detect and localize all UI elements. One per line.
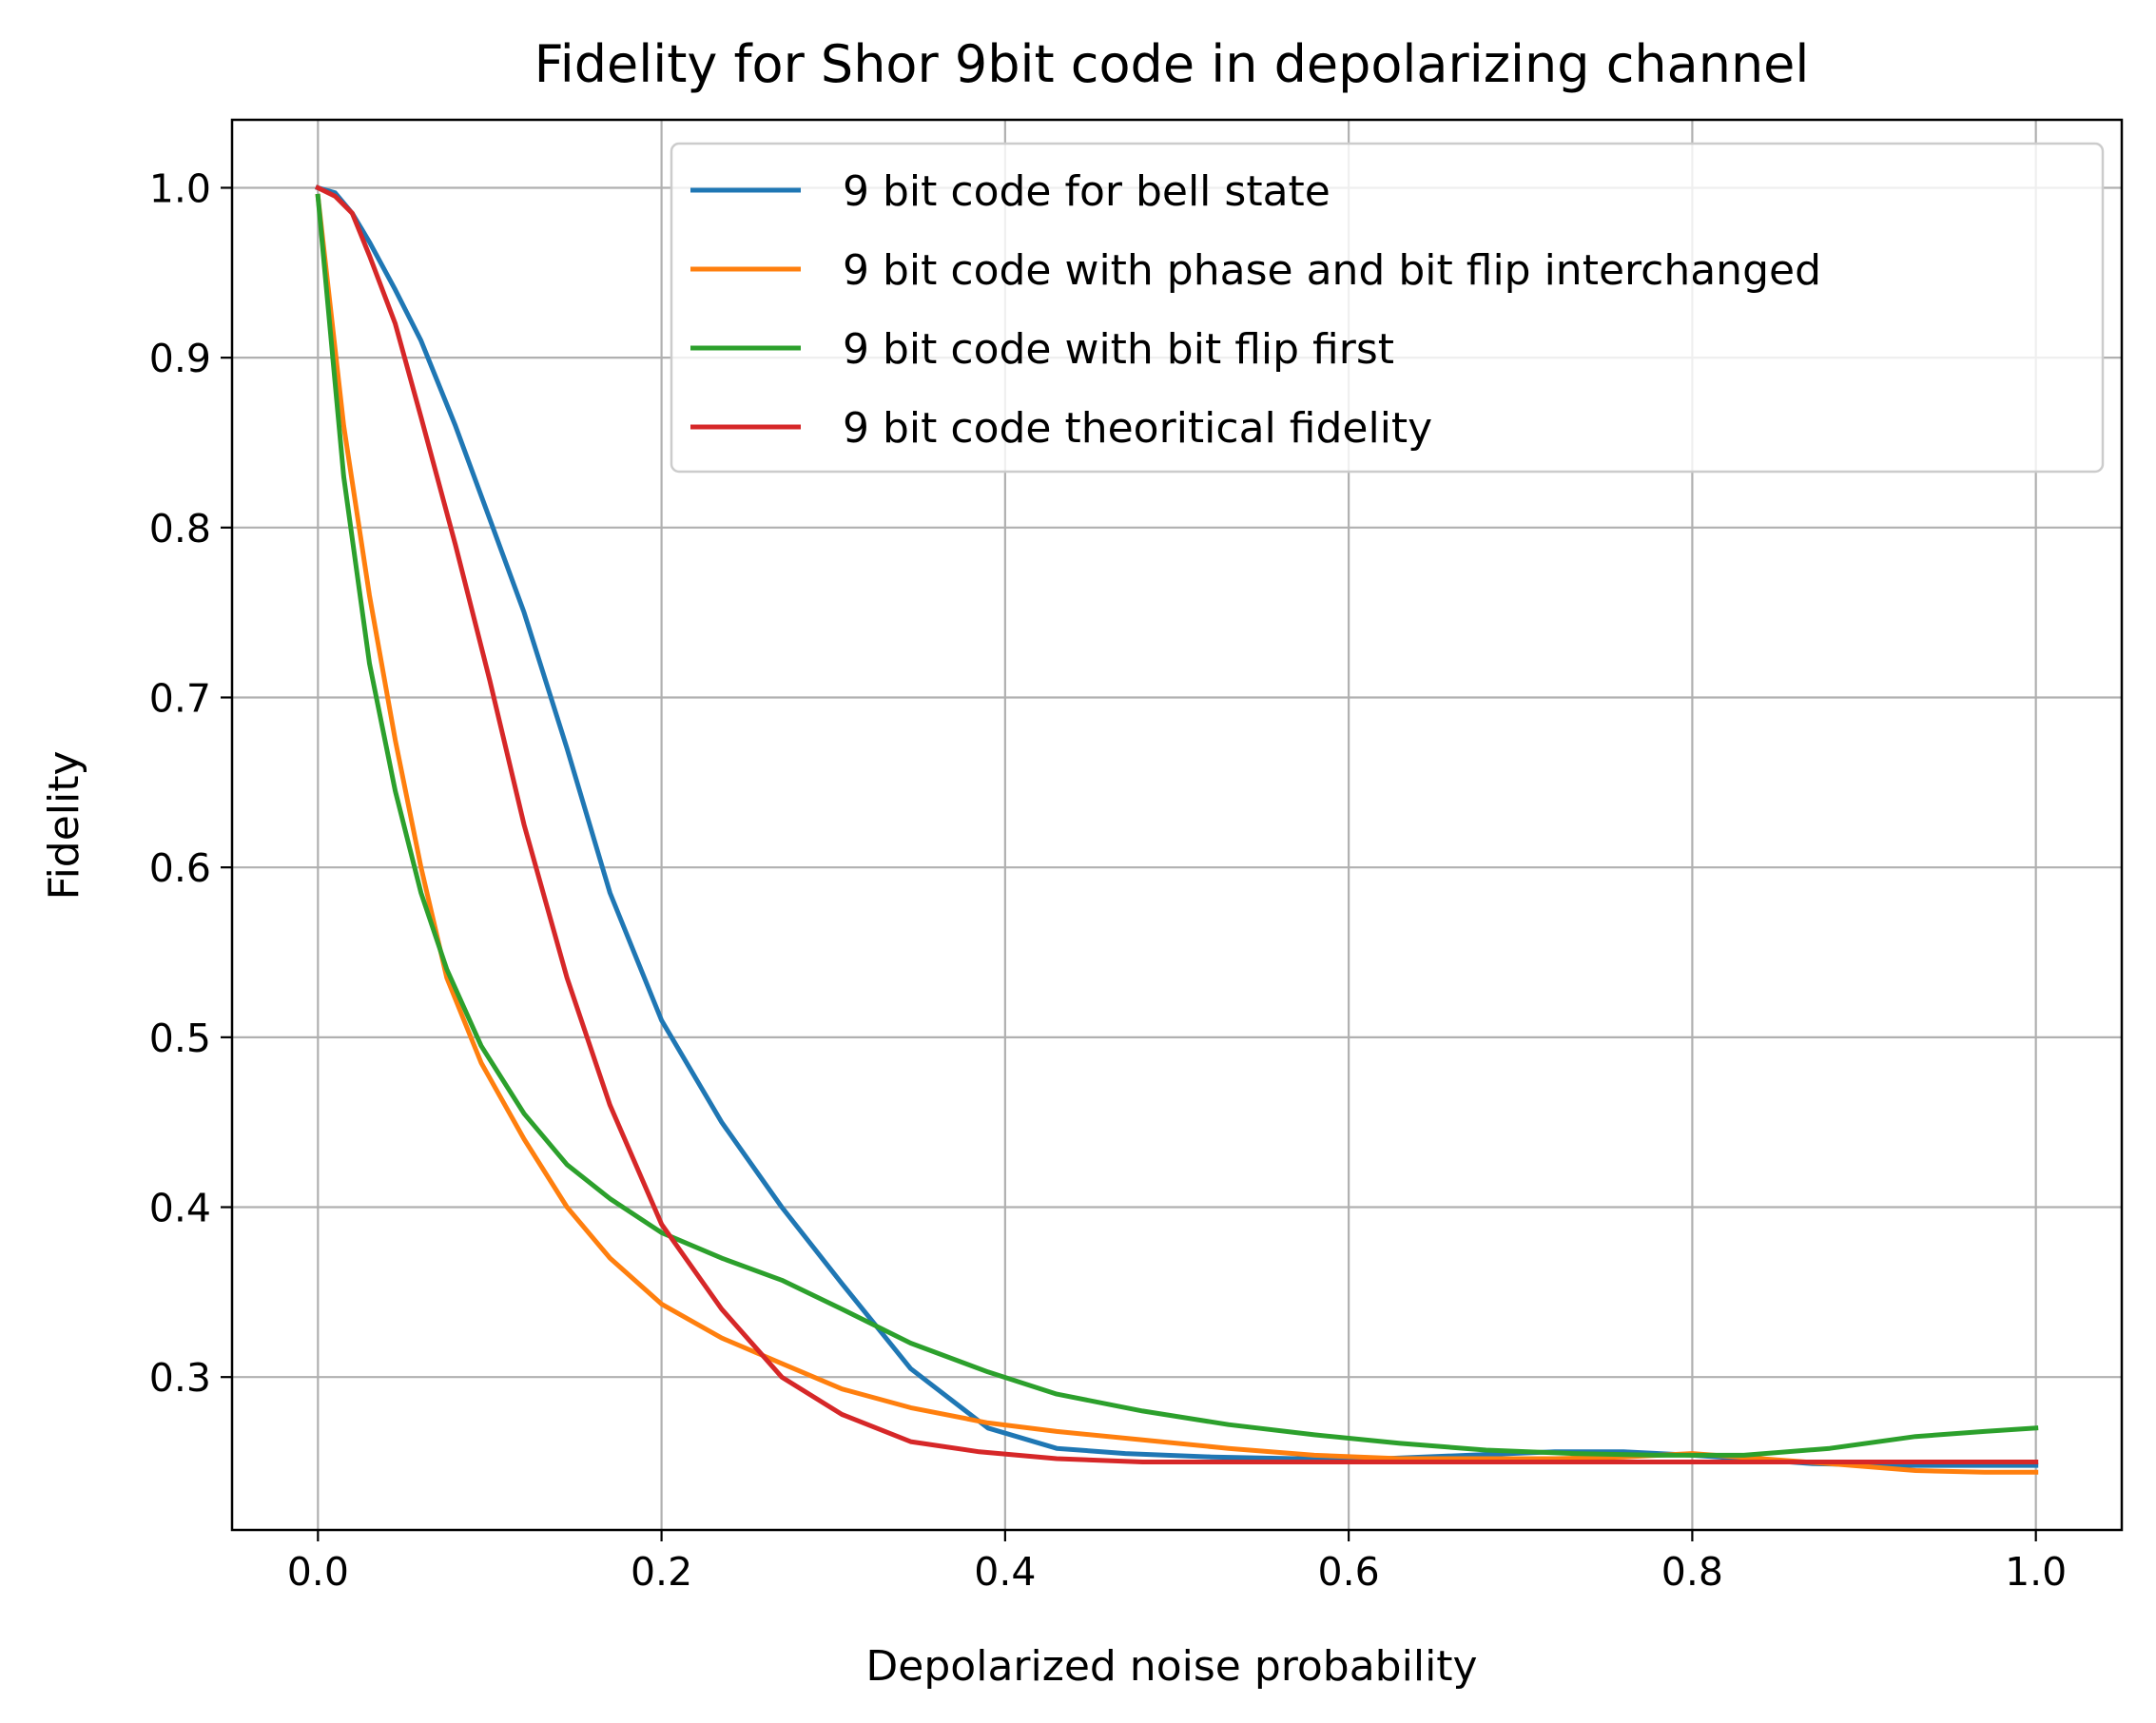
- legend-entry-label: 9 bit code for bell state: [843, 167, 1331, 216]
- series-line-9-bit-code-with-bit-flip-first: [315, 193, 2039, 1458]
- legend: 9 bit code for bell state 9 bit code with…: [670, 142, 2105, 474]
- x-axis: 0.0 0.2 0.4 0.6 0.8 1.0: [287, 1530, 2067, 1595]
- series-line-9-bit-code-theoritical-fidelity: [314, 184, 2039, 1464]
- x-tick-label: 0.2: [631, 1549, 692, 1595]
- y-tick-label: 0.7: [149, 675, 211, 721]
- y-tick-label: 0.5: [149, 1016, 211, 1061]
- legend-entry-label: 9 bit code with phase and bit flip inter…: [843, 246, 1821, 295]
- y-axis: 0.3 0.4 0.5 0.6 0.7 0.8 0.9 1.0: [149, 165, 232, 1401]
- legend-entry-label: 9 bit code theoritical fidelity: [843, 404, 1432, 453]
- y-tick-label: 1.0: [149, 165, 211, 211]
- series-lines: [314, 184, 2039, 1475]
- legend-box: [670, 142, 2105, 474]
- chart-title: Fidelity for Shor 9bit code in depolariz…: [534, 34, 1810, 94]
- x-tick-label: 0.8: [1661, 1549, 1723, 1595]
- y-tick-label: 0.3: [149, 1355, 211, 1401]
- plot-area-frame: [230, 118, 2124, 1532]
- y-tick-label: 0.6: [149, 845, 211, 891]
- y-tick-label: 0.8: [149, 506, 211, 552]
- y-tick-label: 0.9: [149, 336, 211, 381]
- y-tick-label: 0.4: [149, 1186, 211, 1231]
- x-axis-label: Depolarized noise probability: [865, 1642, 1477, 1691]
- x-tick-label: 0.6: [1318, 1549, 1380, 1595]
- y-axis-label: Fidelity: [40, 750, 88, 900]
- x-tick-label: 1.0: [2005, 1549, 2067, 1595]
- x-tick-label: 0.4: [974, 1549, 1036, 1595]
- legend-entry-label: 9 bit code with bit flip first: [843, 325, 1394, 374]
- x-tick-label: 0.0: [287, 1549, 349, 1595]
